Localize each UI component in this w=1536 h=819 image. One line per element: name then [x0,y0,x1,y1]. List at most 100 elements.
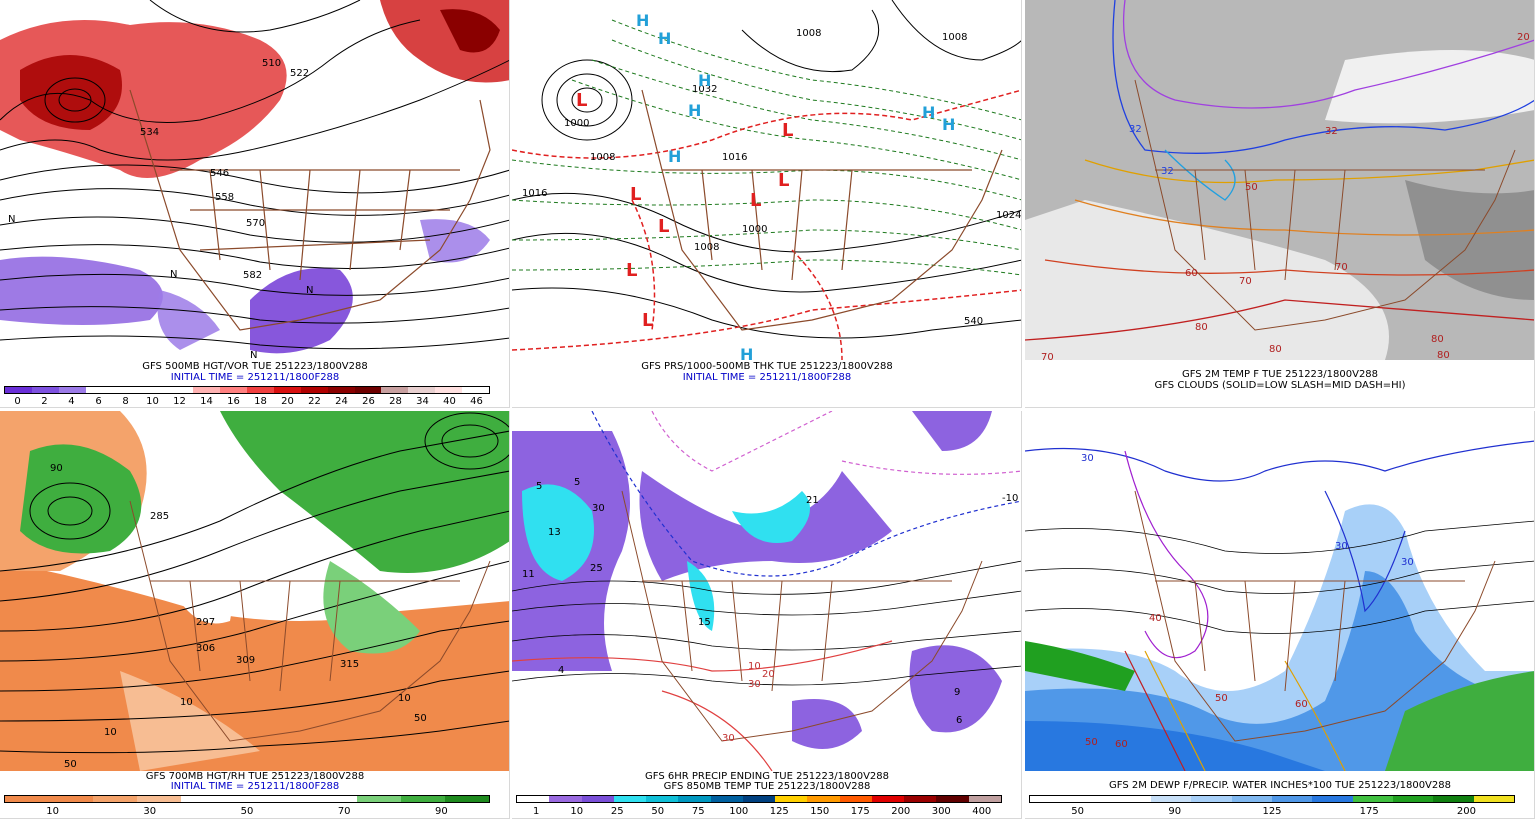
precip-label: 5 [536,481,542,492]
high-pressure-marker: H [942,115,955,134]
contour-label: 315 [340,659,359,670]
dewpoint-label: 50 [1215,693,1228,704]
map-700mb-humidity: 285 297 309 315 306 10 10 10 50 50 90 [0,411,509,771]
colorbar-swatch [517,796,550,802]
colorbar-tick-label: 10 [46,806,59,817]
min-marker: N [8,214,15,225]
isotherm-label: 70 [1239,276,1252,287]
colorbar-swatch [273,387,301,393]
map-500mb-vorticity: 534 546 558 570 582 522 510 N N N N [0,0,509,360]
isotherm-label: 20 [1517,32,1530,43]
colorbar-swatch [313,796,357,802]
map-pressure-thickness: 1000 1008 1016 1024 1032 1008 1000 1008 … [512,0,1021,360]
contour-label: 309 [236,655,255,666]
isotherm-label: 50 [1245,182,1258,193]
colorbar-tick-label: 70 [337,806,351,817]
panel-2m-temperature: 32 32 50 60 70 80 80 70 70 80 80 20 32 G… [1025,0,1535,408]
colorbar-ticks: 50 90 125 175 200 [1029,806,1515,818]
high-pressure-marker: H [698,71,711,90]
dewpoint-label: 30 [1081,453,1094,464]
precip-label: 25 [590,563,603,574]
rh-label: 10 [104,727,117,738]
colorbar-tick-label: 50 [651,806,665,817]
contour-label: 510 [262,58,281,69]
precip-label: 11 [522,569,535,580]
panel-title: GFS 500MB HGT/VOR TUE 251223/1800V288 [142,361,368,372]
colorbar-tick-label: 18 [254,396,267,407]
colorbar-swatch [354,387,382,393]
rh-label: 10 [398,693,411,704]
colorbar-tick-label: 10 [570,806,584,817]
panel-title: GFS 700MB HGT/RH TUE 251223/1800V288 [145,771,365,782]
colorbar-ticks: 10 30 50 70 90 [4,806,490,818]
colorbar-swatch [166,387,194,393]
panel-pressure-thickness: 1000 1008 1016 1024 1032 1008 1000 1008 … [512,0,1022,408]
colorbar-tick-label: 300 [931,806,951,817]
colorbar-tick-label: 10 [146,396,159,407]
colorbar-swatch [839,796,872,802]
low-pressure-marker: L [658,216,669,237]
isobar-label: 1008 [694,242,719,253]
colorbar-swatch [225,796,269,802]
low-pressure-marker: L [642,310,653,331]
low-pressure-marker: L [626,260,637,281]
colorbar-swatch [357,796,401,802]
contour-label: 534 [140,127,159,138]
isobar-label: 1016 [722,152,747,163]
high-pressure-marker: H [668,147,681,166]
precip-label: 6 [956,715,962,726]
isobar-label: 1008 [796,28,821,39]
colorbar-swatch [1070,796,1111,802]
precip-label: 5 [574,477,580,488]
colorbar [1029,795,1515,803]
panel-title: GFS 6HR PRECIP ENDING TUE 251223/1800V28… [645,771,889,782]
dewpoint-label: 50 [1085,737,1098,748]
colorbar [4,386,490,394]
colorbar-swatch [678,796,711,802]
colorbar-tick-label: 12 [173,396,186,407]
isobar-label: 1000 [742,224,767,235]
colorbar-swatch [1030,796,1071,802]
isobar-label: 1032 [692,84,717,95]
colorbar-swatch [31,387,59,393]
panel-dewpoint-precipitable-water: 30 30 30 40 50 60 50 60 GFS 2M DEWP F/PR… [1025,411,1535,819]
isobar-label: 1008 [942,32,967,43]
isotherm-label: 80 [1195,322,1208,333]
isotherm-label: 32 [1325,126,1338,137]
rh-label: 50 [64,759,77,770]
dewpoint-label: 60 [1115,739,1128,750]
contour-label: 546 [210,168,229,179]
temp-label: 30 [748,679,761,690]
precip-label: 13 [548,527,561,538]
colorbar-tick-label: 1 [533,806,540,817]
colorbar-tick-label: 125 [769,806,789,817]
colorbar-swatch [181,796,225,802]
temp-label: 10 [748,661,761,672]
isotherm-label: 32 [1129,124,1142,135]
isotherm-label: 80 [1437,350,1450,360]
colorbar-swatch [408,387,436,393]
panel-title: GFS PRS/1000-500MB THK TUE 251223/1800V2… [641,361,893,372]
colorbar-ticks: 1 10 25 50 75 100 125 150 175 200 300 400 [516,806,1002,818]
high-pressure-marker: H [688,101,701,120]
colorbar-swatch [49,796,93,802]
isobar-label: 1000 [564,118,589,129]
contour-label: 558 [215,192,234,203]
colorbar-swatch [1392,796,1434,802]
colorbar-tick-label: 100 [729,806,749,817]
colorbar-swatch [139,387,167,393]
panel-subtitle: GFS 850MB TEMP TUE 251223/1800V288 [663,781,871,792]
colorbar-swatch [435,387,463,393]
isobar-label: 1016 [522,188,547,199]
precip-label: 21 [806,495,819,506]
colorbar-swatch [871,796,905,802]
precip-label: 30 [592,503,605,514]
colorbar-tick-label: 16 [227,396,240,407]
colorbar-tick-label: 46 [470,396,483,407]
precip-label: 4 [558,665,564,676]
colorbar-swatch [137,796,181,802]
colorbar-tick-label: 200 [1456,806,1476,817]
colorbar-swatch [968,796,1001,802]
colorbar-swatch [613,796,647,802]
colorbar-swatch [581,796,614,802]
